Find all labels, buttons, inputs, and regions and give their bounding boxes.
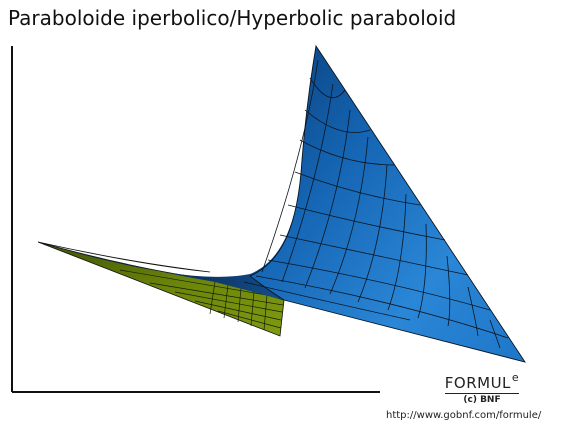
surface-left-fin — [37, 241, 211, 273]
brand-subtitle: (c) BNF — [463, 395, 501, 405]
brand-word-text: FORMUL — [444, 374, 511, 392]
surface-front-blue — [243, 44, 527, 363]
surface-back-green — [37, 241, 285, 337]
axes — [11, 46, 380, 393]
brand-word: FORMULe — [444, 371, 520, 394]
source-url[interactable]: http://www.gobnf.com/formule/ — [386, 410, 542, 421]
brand-logo: FORMULe (c) BNF — [434, 371, 530, 405]
brand-superscript: e — [511, 371, 520, 384]
figure-title: Paraboloide iperbolico/Hyperbolic parabo… — [8, 6, 457, 30]
